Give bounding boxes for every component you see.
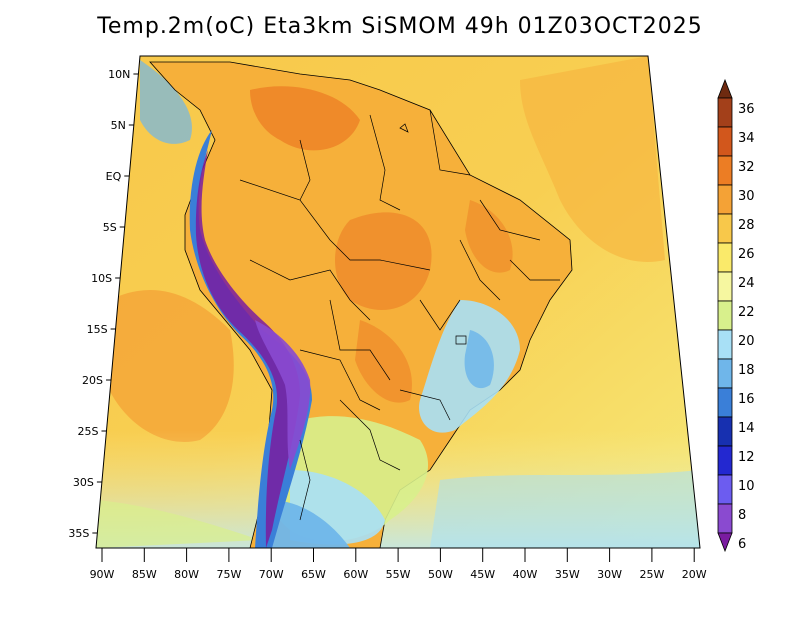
lon-label: 80W <box>174 568 199 581</box>
colorbar-swatch <box>717 387 733 418</box>
lat-label: 15S <box>87 323 108 336</box>
lon-label: 40W <box>513 568 538 581</box>
lon-label: 70W <box>259 568 284 581</box>
lat-label: 20S <box>82 374 103 387</box>
lon-label: 35W <box>555 568 580 581</box>
colorbar-swatch <box>717 474 733 505</box>
colorbar-label: 36 <box>738 102 755 117</box>
colorbar-swatch <box>717 271 733 302</box>
colorbar-label: 10 <box>738 479 755 494</box>
lat-label: 5N <box>111 119 126 132</box>
colorbar-swatch <box>717 213 733 244</box>
colorbar-swatch <box>717 416 733 447</box>
colorbar-label: 22 <box>738 305 755 320</box>
lon-label: 55W <box>386 568 411 581</box>
colorbar-label: 6 <box>738 537 746 552</box>
colorbar-label: 34 <box>738 131 755 146</box>
lon-label: 65W <box>301 568 326 581</box>
lat-label: 5S <box>103 221 117 234</box>
colorbar-swatch <box>717 126 733 157</box>
colorbar-label: 18 <box>738 363 755 378</box>
lon-label: 50W <box>428 568 453 581</box>
lon-label: 60W <box>343 568 368 581</box>
lon-label: 75W <box>216 568 241 581</box>
lat-label: 10N <box>108 68 130 81</box>
colorbar-label: 28 <box>738 218 755 233</box>
lon-label: 20W <box>682 568 707 581</box>
colorbar-swatch <box>717 155 733 186</box>
map-frame <box>95 55 701 549</box>
colorbar-swatch <box>717 184 733 215</box>
colorbar-label: 30 <box>738 189 755 204</box>
colorbar-label: 32 <box>738 160 755 175</box>
lon-label: 30W <box>597 568 622 581</box>
map-title: Temp.2m(oC) Eta3km SiSMOM 49h 01Z03OCT20… <box>97 14 703 39</box>
lat-label: 25S <box>77 425 98 438</box>
colorbar-swatch <box>717 242 733 273</box>
colorbar-top-arrow <box>717 78 733 99</box>
colorbar-bottom-arrow <box>717 532 733 553</box>
lat-label: 10S <box>91 272 112 285</box>
colorbar-label: 20 <box>738 334 755 349</box>
lat-label: 35S <box>68 527 89 540</box>
country-borders <box>239 109 560 521</box>
colorbar-label: 16 <box>738 392 755 407</box>
colorbar-label: 8 <box>738 508 746 523</box>
colorbar-swatch <box>717 300 733 331</box>
longitude-axis: 90W 85W 80W 75W 70W 65W 60W 55W 50W 45W 40W 35W 30W 2… <box>90 548 707 581</box>
colorbar-label: 14 <box>738 421 755 436</box>
temperature-field <box>96 56 700 548</box>
colorbar-swatch <box>717 503 733 534</box>
lon-label: 90W <box>90 568 115 581</box>
lon-label: 25W <box>639 568 664 581</box>
lon-label: 45W <box>470 568 495 581</box>
colorbar-swatch <box>717 329 733 360</box>
colorbar: 36 34 32 30 28 26 24 22 20 18 16 14 12 10 8 6 <box>717 78 755 553</box>
colorbar-label: 24 <box>738 276 755 291</box>
colorbar-swatch <box>717 97 733 128</box>
latitude-axis: 10N 5N EQ 5S 10S 15S 20S 25S 30S 35S <box>68 68 139 540</box>
colorbar-label: 12 <box>738 450 755 465</box>
colorbar-swatch <box>717 358 733 389</box>
colorbar-label: 26 <box>738 247 755 262</box>
lat-label: 30S <box>73 476 94 489</box>
lon-label: 85W <box>132 568 157 581</box>
lat-label: EQ <box>106 170 122 183</box>
colorbar-swatch <box>717 445 733 476</box>
